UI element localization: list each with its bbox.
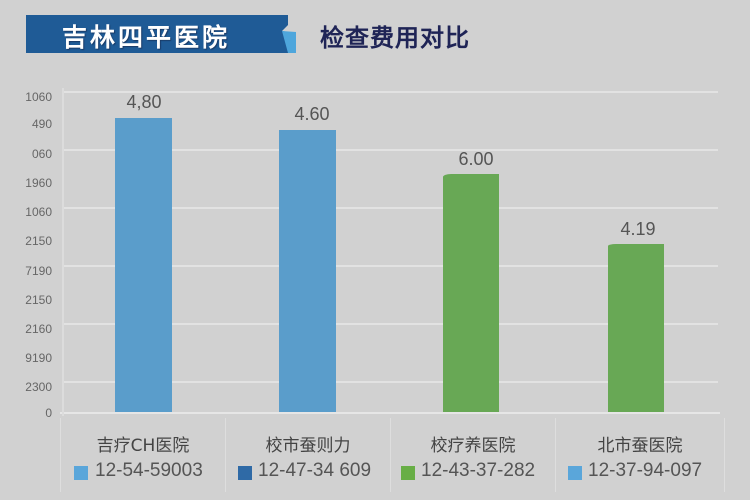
legend-item-3: 校疗养医院 12-43-37-282 [390, 418, 555, 492]
bar-3[interactable] [443, 174, 499, 412]
legend-code: 12-37-94-097 [588, 460, 703, 481]
y-tick: 1960 [25, 176, 52, 190]
legend-item-2: 校市蚕则力 12-47-34 609 [225, 418, 390, 492]
bar-value-label: 6.00 [458, 149, 494, 169]
legend-item-4: 北市蚕医院 12-37-94-097 [555, 418, 725, 492]
bar-2[interactable] [279, 130, 336, 412]
y-tick: 2300 [25, 380, 52, 394]
gridline [62, 207, 718, 209]
legend-code: 12-54-59003 [95, 460, 203, 481]
x-axis-baseline [60, 412, 720, 414]
y-tick: 9190 [25, 351, 52, 365]
y-axis-line [62, 88, 64, 416]
y-tick: 0 [45, 406, 52, 420]
bar-value-label: 4.60 [294, 104, 330, 124]
legend-code: 12-47-34 609 [258, 460, 372, 481]
bar-4[interactable] [608, 244, 664, 412]
legend-swatch-icon [238, 466, 252, 480]
category-label: 北市蚕医院 [597, 436, 683, 456]
category-label: 吉疗CH医院 [96, 436, 190, 456]
y-tick: 490 [31, 117, 52, 131]
legend-item-1: 吉疗CH医院 12-54-59003 [60, 418, 225, 492]
y-tick: 7190 [25, 264, 52, 278]
y-tick: 060 [31, 147, 52, 161]
legend-swatch-icon [74, 466, 88, 480]
legend-swatch-icon [568, 466, 582, 480]
hospital-banner: 吉林四平医院 [26, 15, 296, 53]
banner-ribbon-icon [26, 15, 296, 53]
gridline [62, 381, 718, 383]
chart-title: 检查费用对比 [320, 24, 470, 52]
gridline [62, 265, 718, 267]
hospital-name: 吉林四平医院 [62, 23, 231, 52]
bar-1[interactable] [115, 118, 172, 412]
gridline [62, 91, 718, 93]
bar-value-label: 4,80 [126, 92, 162, 112]
legend-swatch-icon [401, 466, 415, 480]
legend-code: 12-43-37-282 [421, 460, 536, 481]
bar-value-label: 4.19 [620, 219, 656, 239]
y-tick: 1060 [25, 90, 52, 104]
y-tick: 2160 [25, 322, 52, 336]
gridline [62, 149, 718, 151]
y-tick: 2150 [25, 293, 52, 307]
category-label: 校市蚕则力 [265, 436, 351, 456]
y-tick: 1060 [25, 205, 52, 219]
gridline [62, 323, 718, 325]
y-tick: 2150 [25, 234, 52, 248]
category-label: 校疗养医院 [430, 436, 516, 456]
